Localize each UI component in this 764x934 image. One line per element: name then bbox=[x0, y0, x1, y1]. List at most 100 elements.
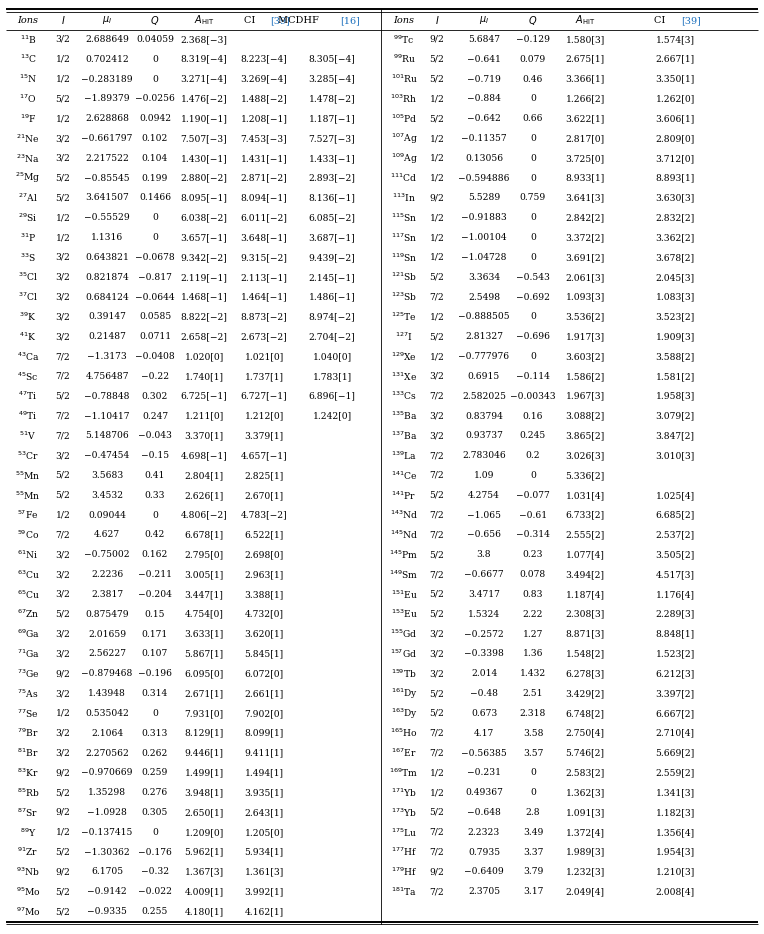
Text: −0.0256: −0.0256 bbox=[135, 94, 175, 104]
Text: 8.129[1]: 8.129[1] bbox=[184, 729, 224, 738]
Text: $^{115}$Sn: $^{115}$Sn bbox=[391, 212, 417, 224]
Text: 1.5324: 1.5324 bbox=[468, 610, 500, 618]
Text: 9/2: 9/2 bbox=[429, 193, 445, 203]
Text: $^{125}$Te: $^{125}$Te bbox=[391, 311, 417, 323]
Text: 2.3705: 2.3705 bbox=[468, 887, 500, 897]
Text: 0: 0 bbox=[530, 174, 536, 183]
Text: 7/2: 7/2 bbox=[429, 570, 445, 579]
Text: 1.909[3]: 1.909[3] bbox=[656, 333, 694, 341]
Text: 1/2: 1/2 bbox=[429, 154, 445, 163]
Text: $^{75}$As: $^{75}$As bbox=[18, 687, 39, 700]
Text: 0: 0 bbox=[152, 75, 158, 83]
Text: 2.583[2]: 2.583[2] bbox=[565, 769, 604, 777]
Text: −0.6677: −0.6677 bbox=[465, 570, 503, 579]
Text: 1.176[4]: 1.176[4] bbox=[656, 590, 694, 599]
Text: 2.81327: 2.81327 bbox=[465, 333, 503, 341]
Text: 4.627: 4.627 bbox=[94, 531, 120, 540]
Text: 2.893[−2]: 2.893[−2] bbox=[309, 174, 355, 183]
Text: 3.630[3]: 3.630[3] bbox=[656, 193, 694, 203]
Text: 2.704[−2]: 2.704[−2] bbox=[309, 333, 355, 341]
Text: 1.783[1]: 1.783[1] bbox=[312, 372, 351, 381]
Text: 3/2: 3/2 bbox=[56, 550, 70, 559]
Text: 1.262[0]: 1.262[0] bbox=[656, 94, 694, 104]
Text: $^{11}$B: $^{11}$B bbox=[20, 34, 37, 46]
Text: 5.669[2]: 5.669[2] bbox=[656, 748, 694, 757]
Text: 3/2: 3/2 bbox=[429, 670, 445, 678]
Text: 7/2: 7/2 bbox=[429, 391, 445, 401]
Text: 1.025[4]: 1.025[4] bbox=[656, 491, 694, 500]
Text: 3.606[1]: 3.606[1] bbox=[656, 114, 694, 123]
Text: −0.642: −0.642 bbox=[467, 114, 501, 123]
Text: 9.411[1]: 9.411[1] bbox=[244, 748, 283, 757]
Text: $^{105}$Pd: $^{105}$Pd bbox=[391, 112, 417, 125]
Text: 0.0942: 0.0942 bbox=[139, 114, 171, 123]
Text: $^{65}$Cu: $^{65}$Cu bbox=[17, 588, 40, 601]
Text: 1.040[0]: 1.040[0] bbox=[312, 352, 351, 361]
Text: $^{19}$F: $^{19}$F bbox=[20, 112, 36, 125]
Text: $^{181}$Ta: $^{181}$Ta bbox=[391, 885, 417, 898]
Text: $^{67}$Zn: $^{67}$Zn bbox=[17, 608, 39, 620]
Text: −1.3173: −1.3173 bbox=[87, 352, 127, 361]
Text: −0.543: −0.543 bbox=[516, 273, 550, 282]
Text: 2.626[1]: 2.626[1] bbox=[184, 491, 224, 500]
Text: 1.486[−1]: 1.486[−1] bbox=[309, 292, 355, 302]
Text: $^{117}$Sn: $^{117}$Sn bbox=[391, 232, 417, 244]
Text: −1.065: −1.065 bbox=[467, 511, 501, 519]
Text: 8.974[−2]: 8.974[−2] bbox=[309, 312, 355, 321]
Text: −0.594886: −0.594886 bbox=[458, 174, 510, 183]
Text: 0.162: 0.162 bbox=[142, 550, 168, 559]
Text: −0.55529: −0.55529 bbox=[84, 213, 130, 222]
Text: 9.439[−2]: 9.439[−2] bbox=[309, 253, 355, 262]
Text: 0.41: 0.41 bbox=[145, 471, 165, 480]
Text: 2.1064: 2.1064 bbox=[91, 729, 123, 738]
Text: 1.09: 1.09 bbox=[474, 471, 494, 480]
Text: $^{111}$Cd: $^{111}$Cd bbox=[390, 172, 418, 184]
Text: 0: 0 bbox=[152, 234, 158, 242]
Text: 1/2: 1/2 bbox=[56, 75, 70, 83]
Text: 1.372[4]: 1.372[4] bbox=[565, 828, 604, 837]
Text: 3.935[1]: 3.935[1] bbox=[244, 788, 283, 797]
Text: −0.3398: −0.3398 bbox=[464, 649, 504, 658]
Text: 0.255: 0.255 bbox=[142, 907, 168, 916]
Text: $^{25}$Mg: $^{25}$Mg bbox=[15, 171, 40, 185]
Text: 6.038[−2]: 6.038[−2] bbox=[180, 213, 228, 222]
Text: $^{155}$Gd: $^{155}$Gd bbox=[390, 628, 418, 641]
Text: $^{57}$Fe: $^{57}$Fe bbox=[18, 509, 39, 521]
Text: 1.187[4]: 1.187[4] bbox=[565, 590, 604, 599]
Text: CI: CI bbox=[244, 16, 258, 25]
Text: 0.104: 0.104 bbox=[142, 154, 168, 163]
Text: 2.795[0]: 2.795[0] bbox=[184, 550, 224, 559]
Text: 3.79: 3.79 bbox=[523, 868, 543, 876]
Text: 3/2: 3/2 bbox=[56, 35, 70, 44]
Text: 5.746[2]: 5.746[2] bbox=[565, 748, 604, 757]
Text: $^{43}$Ca: $^{43}$Ca bbox=[17, 350, 39, 362]
Text: 2.880[−2]: 2.880[−2] bbox=[180, 174, 228, 183]
Text: 1.43948: 1.43948 bbox=[88, 689, 126, 698]
Text: 1.523[2]: 1.523[2] bbox=[656, 649, 694, 658]
Text: $^{149}$Sm: $^{149}$Sm bbox=[390, 569, 419, 581]
Text: 7/2: 7/2 bbox=[429, 748, 445, 757]
Text: 1.356[4]: 1.356[4] bbox=[656, 828, 694, 837]
Text: $^{175}$Lu: $^{175}$Lu bbox=[391, 826, 417, 839]
Text: 1.209[0]: 1.209[0] bbox=[184, 828, 224, 837]
Text: 3.388[1]: 3.388[1] bbox=[244, 590, 283, 599]
Text: −0.314: −0.314 bbox=[516, 531, 550, 540]
Text: 6.095[0]: 6.095[0] bbox=[184, 670, 224, 678]
Text: 0.247: 0.247 bbox=[142, 412, 168, 420]
Text: 1.361[3]: 1.361[3] bbox=[244, 868, 283, 876]
Text: 1.232[3]: 1.232[3] bbox=[565, 868, 604, 876]
Text: 4.756487: 4.756487 bbox=[86, 372, 129, 381]
Text: −0.719: −0.719 bbox=[467, 75, 501, 83]
Text: $^{113}$In: $^{113}$In bbox=[392, 191, 416, 205]
Text: 5/2: 5/2 bbox=[429, 333, 445, 341]
Text: [39]: [39] bbox=[270, 16, 290, 25]
Text: 0.46: 0.46 bbox=[523, 75, 543, 83]
Text: 2.045[3]: 2.045[3] bbox=[656, 273, 694, 282]
Text: 3.536[2]: 3.536[2] bbox=[565, 312, 604, 321]
Text: $^{121}$Sb: $^{121}$Sb bbox=[391, 271, 417, 284]
Text: 0.259: 0.259 bbox=[142, 769, 168, 777]
Text: 1/2: 1/2 bbox=[56, 828, 70, 837]
Text: 1.341[3]: 1.341[3] bbox=[656, 788, 694, 797]
Text: 3.948[1]: 3.948[1] bbox=[184, 788, 224, 797]
Text: 5/2: 5/2 bbox=[429, 75, 445, 83]
